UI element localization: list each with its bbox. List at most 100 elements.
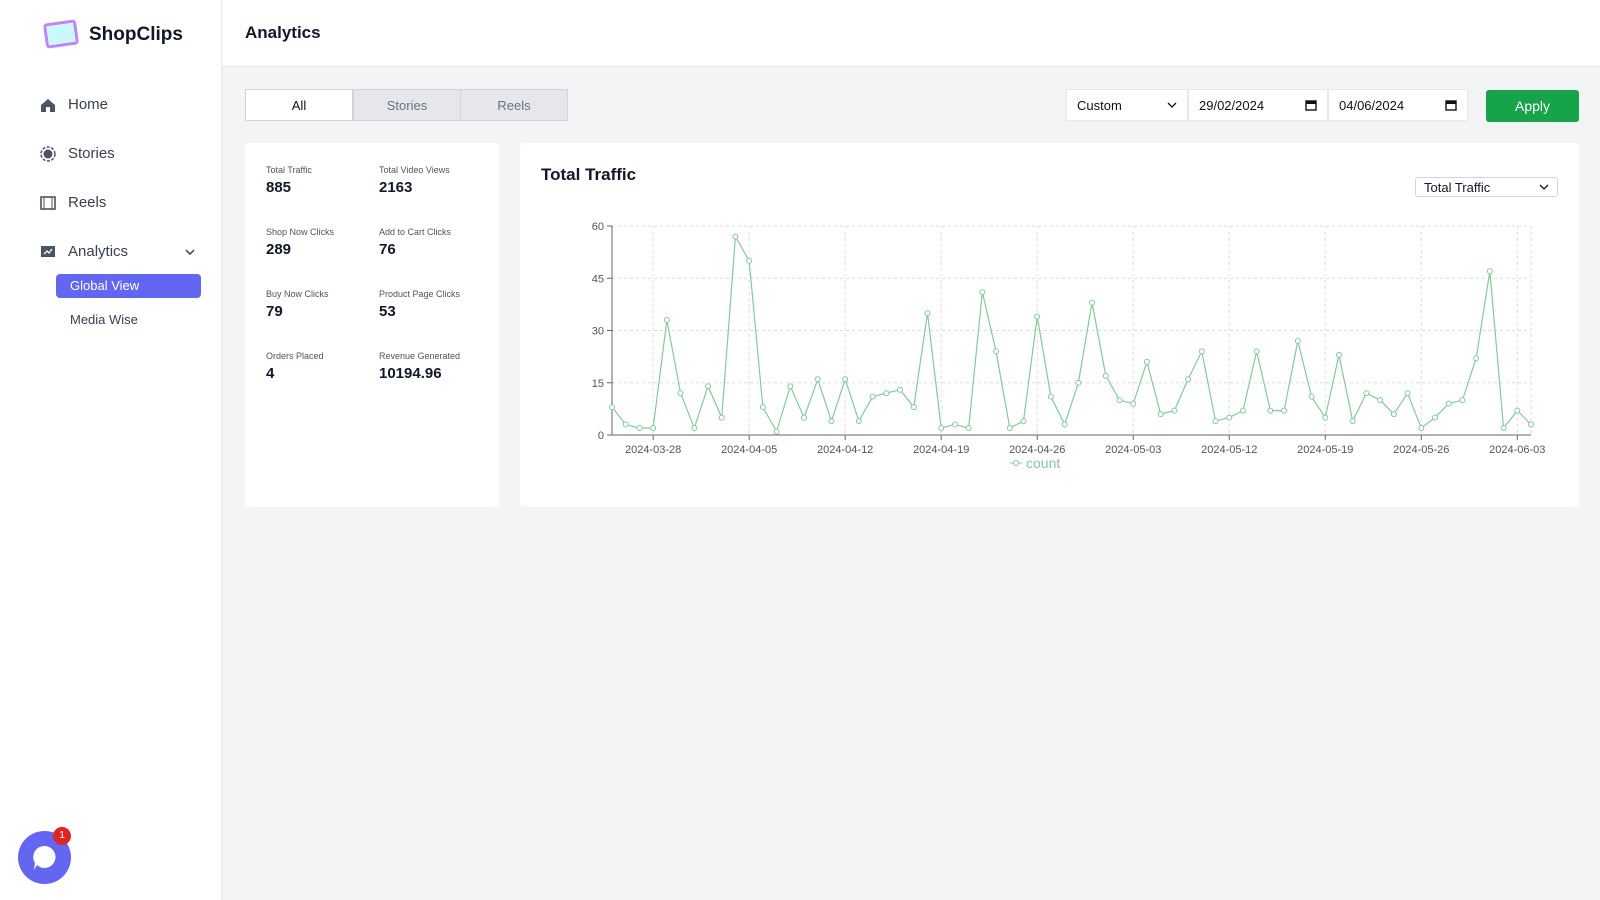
stat-label: Revenue Generated xyxy=(379,351,461,361)
nav-label: Home xyxy=(68,96,109,113)
chevron xyxy=(185,248,195,255)
tab-reels[interactable]: Reels xyxy=(460,89,568,121)
x-tick-label: 2024-06-03 xyxy=(1489,444,1545,456)
stat: Total Traffic 885 xyxy=(266,165,312,196)
nav-home[interactable]: Home xyxy=(40,96,108,113)
data-point xyxy=(897,386,904,393)
data-point xyxy=(705,383,712,390)
data-point xyxy=(1308,393,1315,400)
data-point xyxy=(1253,348,1260,355)
data-point xyxy=(1390,411,1397,418)
data-point xyxy=(1445,400,1452,407)
stat-label: Total Video Views xyxy=(379,165,450,175)
data-point xyxy=(691,425,698,432)
range-value: Custom xyxy=(1077,97,1122,113)
stat: Buy Now Clicks 79 xyxy=(266,289,329,320)
data-point xyxy=(910,404,917,411)
data-point xyxy=(1185,376,1192,383)
x-tick-label: 2024-05-03 xyxy=(1105,444,1161,456)
stat-label: Product Page Clicks xyxy=(379,289,461,299)
nav-analytics[interactable]: Analytics xyxy=(40,243,195,260)
data-point xyxy=(1349,418,1356,425)
metric-select[interactable]: Total Traffic xyxy=(1415,177,1558,197)
stat-value: 885 xyxy=(266,179,292,196)
data-point xyxy=(1075,379,1082,386)
tab-all[interactable]: All xyxy=(245,89,353,121)
data-point xyxy=(1130,400,1137,407)
data-point xyxy=(1281,407,1288,414)
calendar-icon xyxy=(1445,100,1457,111)
nav-reels[interactable]: Reels xyxy=(40,194,106,211)
nav-label: Analytics xyxy=(68,243,129,260)
data-point xyxy=(1061,421,1068,428)
start-date[interactable]: 29/02/2024 xyxy=(1188,89,1328,121)
data-point xyxy=(1116,397,1123,404)
nav-label: Reels xyxy=(68,194,107,211)
data-point xyxy=(1143,358,1150,365)
icon xyxy=(41,98,55,112)
icon xyxy=(41,245,55,257)
data-point xyxy=(869,393,876,400)
calendar-icon xyxy=(1305,100,1317,111)
stat: Product Page Clicks 53 xyxy=(379,289,460,320)
data-point xyxy=(814,376,821,383)
range-select[interactable]: Custom xyxy=(1066,89,1188,121)
apply-button[interactable]: Apply xyxy=(1486,90,1579,122)
x-tick-label: 2024-04-19 xyxy=(913,444,969,456)
chart: Total Traffic 0 15 30 45 60 2024-03-28 2024-04… xyxy=(541,165,1545,471)
stat-value: 2163 xyxy=(379,179,413,196)
data-point xyxy=(1006,425,1013,432)
data-point xyxy=(1459,397,1466,404)
data-point xyxy=(993,348,1000,355)
end-date[interactable]: 04/06/2024 xyxy=(1328,89,1468,121)
icon xyxy=(40,145,56,162)
chat-icon xyxy=(33,845,56,870)
data-point xyxy=(979,289,986,296)
x-tick-label: 2024-05-19 xyxy=(1297,444,1353,456)
data-point xyxy=(1431,414,1438,421)
data-point xyxy=(1404,390,1411,397)
stat: Shop Now Clicks 289 xyxy=(266,227,334,258)
y-tick-label: 30 xyxy=(592,326,604,338)
tab-stories[interactable]: Stories xyxy=(353,89,461,121)
legend-label: count xyxy=(1026,455,1060,471)
data-point xyxy=(1020,418,1027,425)
legend-swatch xyxy=(1013,460,1019,466)
stat-value: 76 xyxy=(379,241,396,258)
data-point xyxy=(855,418,862,425)
brand-name: ShopClips xyxy=(89,24,183,45)
x-tick-label: 2024-04-12 xyxy=(817,444,873,456)
data-point xyxy=(1212,418,1219,425)
chat-button[interactable]: 1 xyxy=(18,827,71,884)
y-tick-label: 15 xyxy=(592,378,604,390)
stat-label: Shop Now Clicks xyxy=(266,227,335,237)
chevron xyxy=(1167,102,1177,108)
data-point xyxy=(801,414,808,421)
y-tick-label: 60 xyxy=(592,221,604,233)
data-point xyxy=(1486,268,1493,275)
stat-value: 53 xyxy=(379,303,396,320)
series-line xyxy=(611,234,1532,434)
data-point xyxy=(1377,397,1384,404)
data-point xyxy=(1034,313,1041,320)
data-point xyxy=(883,390,890,397)
nav-stories[interactable]: Stories xyxy=(40,145,115,162)
stat-label: Total Traffic xyxy=(266,165,312,175)
data-point xyxy=(1528,421,1534,428)
chevron xyxy=(1539,184,1549,190)
data-point xyxy=(609,404,615,411)
subnav-media-wise[interactable]: Media Wise xyxy=(70,312,138,327)
x-tick-label: 2024-04-26 xyxy=(1009,444,1065,456)
topbar: Analytics xyxy=(222,0,1600,67)
stat: Total Video Views 2163 xyxy=(379,165,450,196)
data-point xyxy=(1267,407,1274,414)
end-date-value: 04/06/2024 xyxy=(1339,97,1405,113)
icon xyxy=(40,195,56,210)
subnav-global-view[interactable]: Global View xyxy=(56,274,201,298)
data-point xyxy=(1473,355,1480,362)
data-point xyxy=(677,390,684,397)
data-point xyxy=(1418,425,1425,432)
data-point xyxy=(1514,407,1521,414)
data-point xyxy=(746,257,753,264)
